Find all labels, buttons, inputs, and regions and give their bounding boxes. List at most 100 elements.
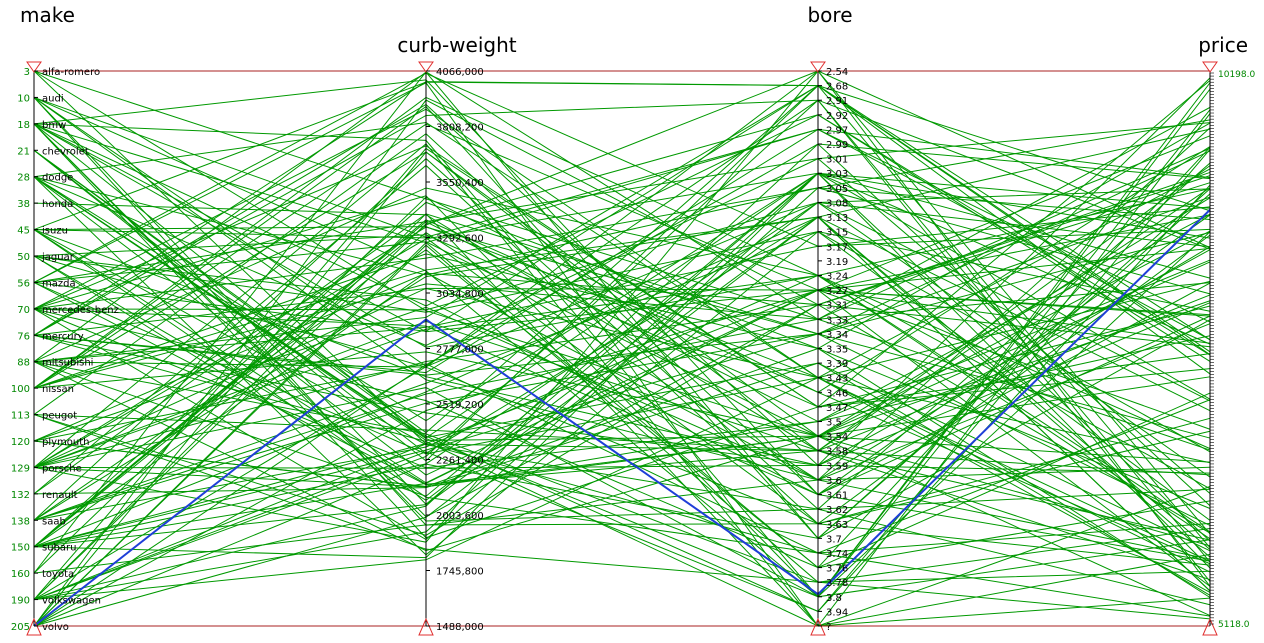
axis-filter-handle-top[interactable] <box>418 61 434 73</box>
bore-label: 3.74 <box>826 549 848 560</box>
bore-label: 3.7 <box>826 534 842 545</box>
make-index-label: 45 <box>17 226 30 237</box>
axis-filter-handle-bottom[interactable] <box>810 617 826 636</box>
bore-label: 2.99 <box>826 140 848 151</box>
record-line <box>33 72 1211 283</box>
highlight-line[interactable] <box>33 209 1211 627</box>
record-line <box>33 216 1211 592</box>
bore-label: 3.59 <box>826 461 848 472</box>
record-line <box>33 123 1211 439</box>
record-line <box>33 70 1211 543</box>
record-line <box>33 123 1211 539</box>
bore-label: 3.05 <box>826 184 848 195</box>
record-line <box>33 244 1211 627</box>
record-line <box>33 158 1211 494</box>
record-line <box>33 99 1211 601</box>
record-line <box>33 333 1211 548</box>
bore-label: 3.62 <box>826 505 848 516</box>
bore-label: 3.39 <box>826 359 848 370</box>
make-index-label: 50 <box>17 252 30 263</box>
data-lines <box>33 70 1211 627</box>
record-line <box>33 193 1211 627</box>
axis-filter-handle-top[interactable] <box>1202 61 1218 73</box>
make-label: audi <box>42 93 64 104</box>
record-line <box>33 105 1211 539</box>
bore-label: 3.01 <box>826 155 848 166</box>
axis-filter-handle-bottom[interactable] <box>418 617 434 636</box>
make-label: honda <box>42 199 73 210</box>
highlighted-record[interactable] <box>33 209 1211 627</box>
make-label: mazda <box>42 278 76 289</box>
curb-weight-tick-label: 1745,800 <box>436 567 484 578</box>
axis-filter-handle-top[interactable] <box>26 61 42 73</box>
record-line <box>33 443 1211 601</box>
record-line <box>33 97 1211 582</box>
record-line <box>33 175 1211 442</box>
record-line <box>33 231 1211 521</box>
bore-label: 3.61 <box>826 491 848 502</box>
bore-label: ? <box>826 622 831 633</box>
record-line <box>33 231 1211 521</box>
record-line <box>33 113 1211 627</box>
make-label: alfa-romero <box>42 67 100 78</box>
bore-label: 2.91 <box>826 96 848 107</box>
make-index-label: 3 <box>24 67 30 78</box>
bore-label: 3.46 <box>826 388 848 399</box>
make-label: dodge <box>42 173 73 184</box>
price-bottom-label: 5118.0 <box>1218 620 1250 630</box>
record-line <box>33 70 1211 587</box>
record-line <box>33 85 1211 363</box>
bore-label: 3.13 <box>826 213 848 224</box>
bore-label: 3.47 <box>826 403 848 414</box>
record-line <box>33 172 1211 468</box>
record-line <box>33 214 1211 548</box>
make-index-label: 100 <box>11 384 30 395</box>
record-line <box>33 85 1211 434</box>
record-line <box>33 88 1211 598</box>
make-label: porsche <box>42 463 82 474</box>
make-label: isuzu <box>42 226 68 237</box>
bore-label: 3.54 <box>826 432 848 443</box>
make-index-label: 129 <box>11 463 30 474</box>
make-label: volkswagen <box>42 596 101 607</box>
make-index-label: 120 <box>11 437 30 448</box>
curb-weight-tick-label: 2261,400 <box>436 456 484 467</box>
record-line <box>33 229 1211 466</box>
axis-filter-handle-top[interactable] <box>810 61 826 73</box>
bore-label: 3.33 <box>826 315 848 326</box>
price-top-label: 10198.0 <box>1218 70 1255 80</box>
record-line <box>33 213 1211 627</box>
record-line <box>33 377 1211 601</box>
bore-label: 2.97 <box>826 125 848 136</box>
record-line <box>33 361 1211 620</box>
bore-label: 3.24 <box>826 271 848 282</box>
make-label: plymouth <box>42 437 90 448</box>
bore-label: 3.19 <box>826 257 848 268</box>
record-line <box>33 164 1211 566</box>
make-label: volvo <box>42 622 69 633</box>
record-line <box>33 123 1211 522</box>
record-line <box>33 363 1211 617</box>
record-line <box>33 108 1211 379</box>
record-line <box>33 97 1211 505</box>
make-index-label: 70 <box>17 305 30 316</box>
record-line <box>33 122 1211 573</box>
record-line <box>33 376 1211 488</box>
record-line <box>33 255 1211 541</box>
bore-label: 3.31 <box>826 301 848 312</box>
curb-weight-tick-label: 2777,000 <box>436 345 484 356</box>
axis-filter-handle-bottom[interactable] <box>26 617 42 636</box>
record-line <box>33 70 1211 437</box>
make-index-label: 190 <box>11 596 30 607</box>
make-index-label: 132 <box>11 490 30 501</box>
bore-label: 3.8 <box>826 593 842 604</box>
axis-filter-handle-bottom[interactable] <box>1202 617 1218 636</box>
record-line <box>33 122 1211 283</box>
bore-label: 3.5 <box>826 418 842 429</box>
bore-label: 3.6 <box>826 476 842 487</box>
record-line <box>33 255 1211 496</box>
record-line <box>33 232 1211 548</box>
make-label: subaru <box>42 543 76 554</box>
record-line <box>33 294 1211 452</box>
